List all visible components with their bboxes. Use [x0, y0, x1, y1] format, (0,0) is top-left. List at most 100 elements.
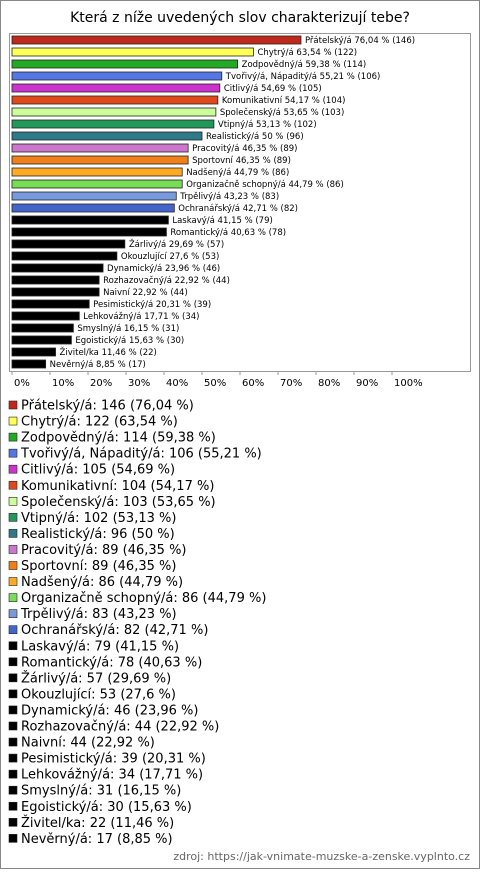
legend-swatch — [8, 721, 18, 731]
legend-swatch — [8, 480, 18, 490]
legend-label: Pracovitý/á: 89 (46,35 %) — [21, 543, 187, 558]
x-tick-label: 70% — [280, 378, 302, 389]
legend-label: Dynamický/á: 46 (23,96 %) — [21, 703, 198, 718]
bar — [11, 167, 183, 177]
bar — [11, 251, 118, 261]
bar — [11, 107, 217, 117]
legend-label: Lehkovážný/á: 34 (17,71 %) — [21, 768, 203, 783]
legend-label: Chytrý/á: 122 (63,54 %) — [21, 415, 178, 430]
legend-label: Romantický/á: 78 (40,63 %) — [21, 655, 202, 670]
legend-label: Tvořivý/á, Nápaditý/á: 106 (55,21 %) — [20, 447, 262, 462]
chart-title: Která z níže uvedených slov charakterizu… — [70, 10, 410, 26]
value-label: Romantický/á 40,63 % (78) — [170, 228, 286, 238]
value-label: Okouzlující 27,6 % (53) — [121, 252, 219, 262]
value-label: Chytrý/á 63,54 % (122) — [257, 48, 357, 58]
legend-label: Organizačně schopný/á: 86 (44,79 %) — [21, 591, 266, 606]
legend-swatch — [8, 416, 18, 426]
value-label: Přátelský/á 76,04 % (146) — [305, 36, 415, 46]
value-label: Vtipný/á 53,13 % (102) — [218, 120, 317, 130]
value-label: Ochranářský/á 42,71 % (82) — [178, 204, 298, 214]
legend-label: Živitel/ka: 22 (11,46 %) — [21, 815, 174, 831]
value-label: Lehkovážný/á 17,71 % (34) — [83, 312, 199, 322]
value-label: Pracovitý/á 46,35 % (89) — [192, 144, 297, 154]
legend-swatch — [8, 432, 18, 442]
legend-swatch — [8, 400, 18, 410]
x-tick-label: 40% — [166, 378, 188, 389]
bar — [11, 71, 223, 81]
x-tick-label: 10% — [52, 378, 74, 389]
legend-swatch — [8, 769, 18, 779]
bar — [11, 347, 56, 357]
legend-label: Žárlivý/á: 57 (29,69 %) — [21, 670, 171, 686]
bar — [11, 215, 169, 225]
legend-swatch — [8, 657, 18, 667]
bar — [11, 335, 72, 345]
x-tick-label: 100% — [394, 378, 423, 389]
x-tick-label: 90% — [356, 378, 378, 389]
legend-label: Zodpovědný/á: 114 (59,38 %) — [21, 431, 216, 446]
legend-label: Okouzlující: 53 (27,6 %) — [21, 687, 176, 702]
bar — [11, 239, 126, 249]
bar — [11, 131, 203, 141]
legend-label: Smyslný/á: 31 (16,15 %) — [21, 784, 181, 799]
x-tick-label: 50% — [204, 378, 226, 389]
x-tick-label: 30% — [128, 378, 150, 389]
bar — [11, 311, 80, 321]
legend-swatch — [8, 641, 18, 651]
bar — [11, 323, 74, 333]
value-label: Trpělivý/á 43,23 % (83) — [179, 192, 279, 202]
legend-label: Komunikativní: 104 (54,17 %) — [21, 479, 214, 494]
value-label: Laskavý/á 41,15 % (79) — [172, 216, 272, 226]
bar — [11, 299, 90, 309]
legend-swatch — [8, 448, 18, 458]
value-label: Tvořivý/á, Nápaditý/á 55,21 % (106) — [225, 72, 381, 82]
legend-swatch — [8, 561, 18, 570]
legend-swatch — [8, 673, 18, 683]
bar — [11, 47, 254, 57]
value-label: Dynamický/á 23,96 % (46) — [107, 264, 220, 274]
legend-label: Laskavý/á: 79 (41,15 %) — [21, 639, 179, 654]
bar — [11, 263, 104, 273]
value-label: Egoistický/á 15,63 % (30) — [75, 336, 184, 346]
x-tick-label: 60% — [242, 378, 264, 389]
legend-label: Společenský/á: 103 (53,65 %) — [21, 495, 216, 510]
bar — [11, 35, 302, 45]
x-tick-label: 0% — [14, 378, 30, 389]
legend-label: Nevěrný/á: 17 (8,85 %) — [21, 832, 173, 847]
value-label: Citlivý/á 54,69 % (105) — [224, 84, 322, 94]
legend-swatch — [8, 593, 18, 602]
value-label: Organizačně schopný/á 44,79 % (86) — [186, 179, 344, 190]
legend-swatch — [8, 705, 18, 715]
legend-swatch — [8, 496, 18, 506]
legend-label: Trpělivý/á: 83 (43,23 %) — [20, 607, 177, 622]
bar — [11, 275, 100, 285]
legend-swatch — [8, 513, 18, 522]
value-label: Sportovní 46,35 % (89) — [192, 156, 291, 166]
legend-swatch — [8, 529, 18, 538]
legend-swatch — [8, 753, 18, 763]
bar — [11, 59, 239, 69]
legend-swatch — [8, 609, 18, 618]
legend-label: Naivní: 44 (22,92 %) — [21, 736, 155, 751]
bar — [11, 191, 177, 201]
bar — [11, 179, 183, 189]
legend-label: Ochranářský/á: 82 (42,71 %) — [21, 623, 208, 638]
value-label: Společenský/á 53,65 % (103) — [220, 107, 344, 118]
legend-swatch — [8, 817, 18, 827]
legend-swatch — [8, 785, 18, 795]
value-label: Smyslný/á 16,15 % (31) — [77, 324, 179, 334]
value-label: Žárlivý/á 29,69 % (57) — [129, 238, 224, 250]
bar — [11, 143, 189, 153]
legend-swatch — [8, 464, 18, 474]
legend-label: Nadšený/á: 86 (44,79 %) — [21, 575, 183, 590]
value-label: Nadšený/á 44,79 % (86) — [186, 167, 289, 178]
legend-swatch — [8, 545, 18, 554]
bar — [11, 359, 47, 369]
value-label: Rozhazovačný/á 22,92 % (44) — [103, 275, 230, 286]
legend-label: Rozhazovačný/á: 44 (22,92 %) — [21, 720, 219, 735]
legend-swatch — [8, 834, 18, 843]
bar — [11, 119, 215, 129]
legend-label: Citlivý/á: 105 (54,69 %) — [21, 463, 175, 478]
